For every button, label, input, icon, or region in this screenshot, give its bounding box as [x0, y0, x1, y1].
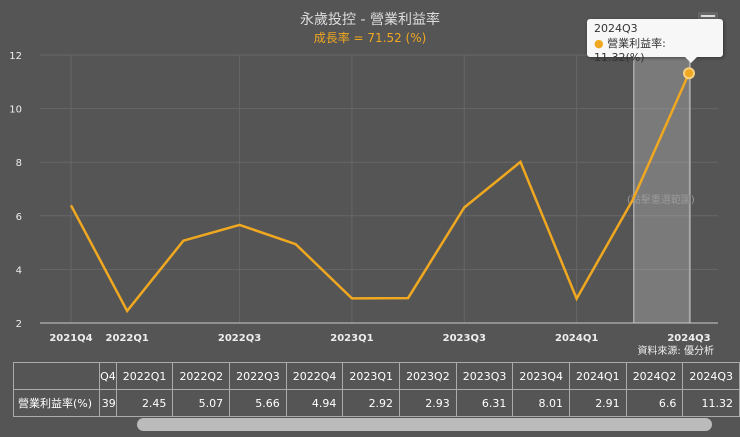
- table-header-cell: 2023Q4: [512, 362, 571, 390]
- y-tick-label: 10: [9, 105, 22, 116]
- table-cell: 4.94: [285, 389, 344, 417]
- data-table: Q4 2022Q1 2022Q2 2022Q3 2022Q4 2023Q1 2023Q2 20…: [12, 362, 740, 417]
- table-header-cell: 2024Q3: [682, 362, 740, 390]
- data-point: [683, 67, 695, 80]
- table-cell: 6.6: [625, 389, 684, 417]
- y-tick-label: 2: [16, 319, 22, 330]
- x-tick-label: 2023Q3: [443, 333, 486, 344]
- table-header-cell: 2023Q1: [342, 362, 401, 390]
- table-partial-header: Q4: [99, 362, 117, 390]
- table-cell: 2.93: [399, 389, 457, 417]
- x-tick-label: 2024Q3: [667, 333, 710, 344]
- y-tick-label: 12: [9, 51, 22, 62]
- table-header-cell: 2022Q2: [172, 362, 231, 390]
- table-header-cell: 2024Q1: [569, 362, 627, 390]
- series-line: [69, 72, 691, 314]
- table-header-cell: 2022Q4: [285, 362, 344, 390]
- y-tick-label: 4: [16, 265, 22, 276]
- x-tick-label: 2024Q1: [555, 333, 598, 344]
- x-tick-label: 2022Q1: [106, 333, 149, 344]
- table-row-label: 營業利益率(%): [12, 389, 101, 417]
- table-cell: 2.92: [342, 389, 401, 417]
- x-tick-label: 2023Q1: [330, 333, 373, 344]
- table-partial-value: 39: [99, 389, 117, 417]
- range-hint: (點擊重選範圍): [627, 193, 695, 206]
- highlighted-range: [633, 54, 691, 324]
- table-cell: 5.66: [229, 389, 287, 417]
- table-cell: 6.31: [455, 389, 514, 417]
- table-cell: 2.91: [569, 389, 627, 417]
- table-header-cell: 2023Q2: [399, 362, 457, 390]
- table-header-cell: 2023Q3: [455, 362, 514, 390]
- y-tick-label: 8: [16, 158, 22, 169]
- table-header-cell: 2024Q2: [625, 362, 684, 390]
- tooltip-value: 11.32(%): [594, 51, 645, 64]
- x-tick-label: 2021Q4: [49, 333, 92, 344]
- y-tick-label: 6: [16, 212, 22, 223]
- table-row: 營業利益率(%) 39 2.45 5.07 5.66 4.94 2.92 2.93 6.31 8.…: [12, 389, 740, 417]
- data-source: 資料來源: 優分析: [637, 346, 714, 357]
- table-header-cell: 2022Q1: [115, 362, 174, 390]
- tooltip-period: 2024Q3: [594, 22, 638, 35]
- table-cell: 8.01: [512, 389, 571, 417]
- line-chart[interactable]: 2 4 6 8 10 12 2021Q4 2022Q1 2022Q3 2023Q1 2023Q3 20…: [0, 0, 740, 360]
- chart-title: 永歲投控 - 營業利益率: [300, 12, 440, 28]
- table-cell: 11.32: [682, 389, 740, 417]
- tooltip: 2024Q3 ● 營業利益率: 11.32(%): [587, 19, 723, 64]
- table-cell: 5.07: [172, 389, 231, 417]
- table-cell: 2.45: [115, 389, 174, 417]
- table-corner: [12, 362, 101, 390]
- series-dot-icon: ●: [594, 37, 604, 50]
- table-scrollbar[interactable]: [137, 418, 712, 431]
- table-header-cell: 2022Q3: [229, 362, 287, 390]
- x-tick-label: 2022Q3: [218, 333, 261, 344]
- table-header-row: Q4 2022Q1 2022Q2 2022Q3 2022Q4 2023Q1 2023Q2 20…: [12, 362, 740, 390]
- tooltip-series: 營業利益率: [607, 37, 663, 50]
- growth-rate-subtitle: 成長率 = 71.52 (%): [313, 31, 427, 45]
